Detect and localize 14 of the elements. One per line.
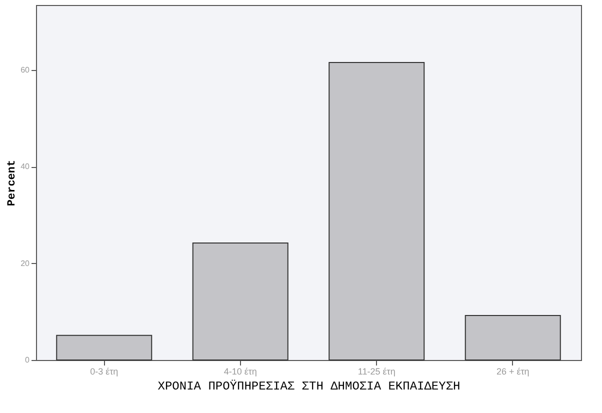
bar: [56, 334, 152, 360]
y-tick-label: 20: [20, 258, 30, 268]
y-axis-title: Percent: [6, 160, 19, 206]
x-axis-title: ΧΡΟΝΙΑ ΠΡΟΫΠΗΡΕΣΙΑΣ ΣΤΗ ΔΗΜΟΣΙΑ ΕΚΠΑΙΔΕΥΣΗ: [158, 380, 460, 394]
bar: [464, 315, 561, 360]
y-tick-label: 60: [20, 65, 30, 74]
bar: [328, 62, 425, 360]
x-tick-label: 26 + έτη: [496, 366, 530, 376]
x-tick-label: 0-3 έτη: [90, 366, 118, 376]
y-tick-label: 0: [25, 356, 30, 364]
x-tick-label: 4-10 έτη: [224, 366, 257, 376]
y-tick-label: 40: [20, 162, 30, 172]
bar: [192, 242, 288, 360]
x-tick-label: 11-25 έτη: [358, 366, 396, 376]
